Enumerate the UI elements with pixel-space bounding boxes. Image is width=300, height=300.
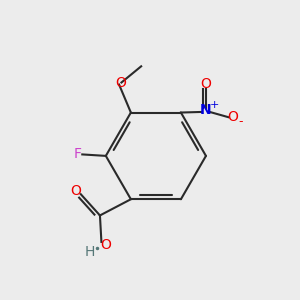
Text: O: O [70,184,81,198]
Text: +: + [209,100,219,110]
Text: O: O [227,110,238,124]
Text: F: F [74,147,82,161]
Text: N: N [200,103,212,118]
Text: O: O [200,77,211,91]
Text: H: H [85,245,95,259]
Text: O: O [115,76,126,90]
Text: O: O [100,238,111,252]
Text: -: - [238,115,243,128]
